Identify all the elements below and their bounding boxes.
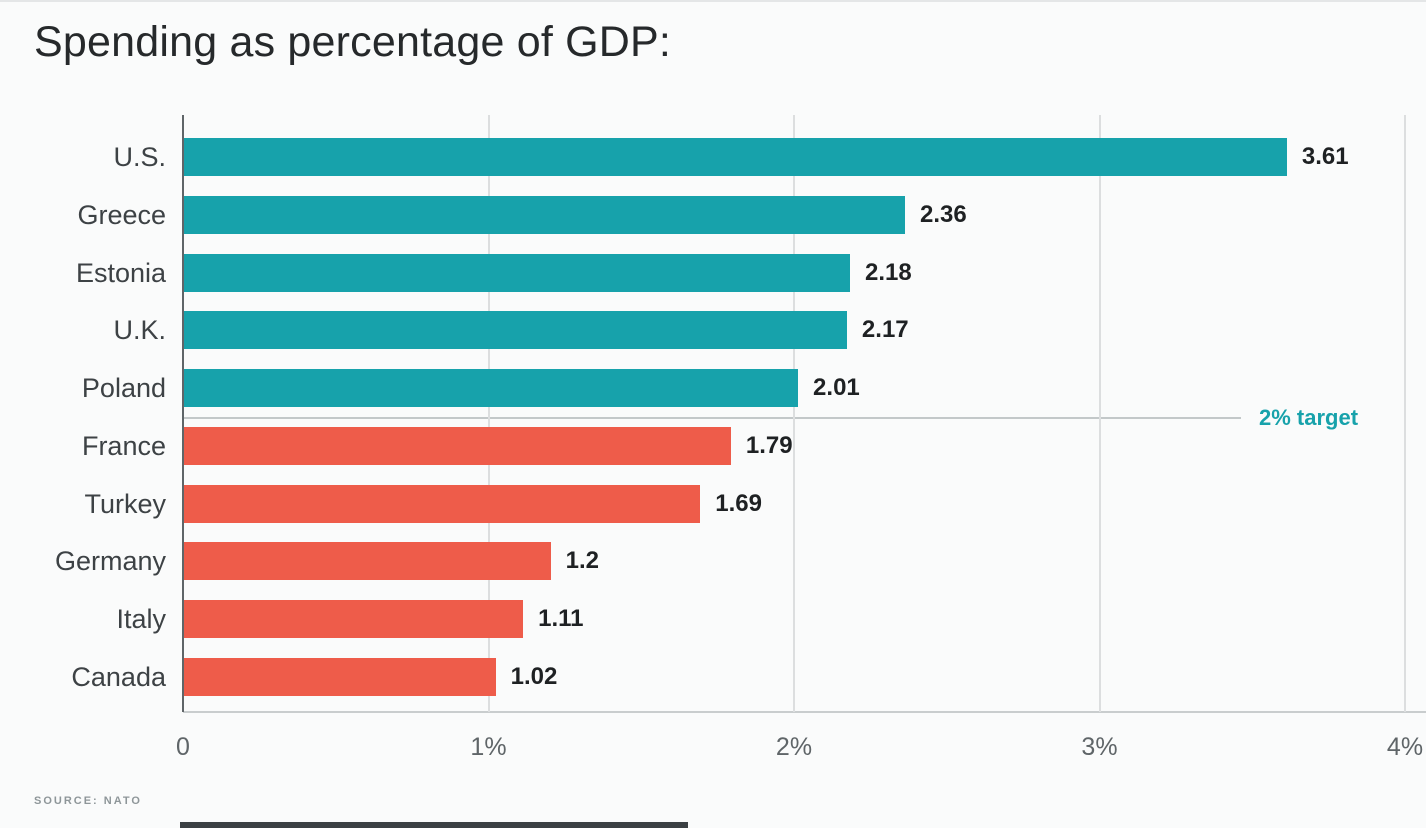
category-label: Canada — [71, 661, 166, 692]
value-label: 1.69 — [715, 489, 762, 517]
bar-uk — [184, 311, 847, 350]
category-label: Greece — [77, 199, 166, 230]
gridline — [793, 115, 795, 712]
bar-germany — [184, 542, 551, 581]
top-divider — [0, 0, 1426, 2]
bar-turkey — [184, 484, 701, 523]
target-line — [183, 417, 1241, 419]
category-label: Germany — [54, 546, 166, 577]
category-label: U.S. — [113, 142, 166, 172]
value-label: 1.02 — [510, 662, 558, 690]
value-label: 2.17 — [861, 316, 909, 344]
bar-france — [184, 426, 731, 465]
x-tick: 4% — [1386, 733, 1424, 761]
bar-greece — [184, 195, 905, 234]
bar-estonia — [184, 253, 850, 292]
value-label: 2.18 — [864, 258, 912, 286]
bar-canada — [184, 657, 496, 696]
category-label: Turkey — [84, 488, 166, 519]
plot-area: 2% target 3.61 2.36 2.18 2.17 2.01 1.79 1.69 1.… — [182, 115, 1426, 713]
x-axis-baseline — [183, 711, 1426, 713]
target-label: 2% target — [1259, 405, 1359, 430]
value-label: 1.11 — [538, 605, 584, 632]
category-label: Poland — [81, 373, 166, 403]
x-tick: 0 — [176, 733, 190, 761]
gridline — [487, 115, 490, 712]
value-label: 1.79 — [745, 431, 793, 459]
x-tick: 2% — [775, 733, 813, 761]
value-label: 3.61 — [1301, 143, 1349, 170]
bar-us — [184, 138, 1287, 176]
bar-poland — [184, 369, 799, 407]
gridline — [1098, 115, 1101, 712]
gridline — [1404, 115, 1406, 712]
bar-italy — [184, 600, 524, 638]
chart-title: Spending as percentage of GDP: — [34, 18, 672, 66]
progress-scrubber — [180, 822, 688, 828]
category-label: Italy — [116, 604, 166, 634]
value-label: 2.01 — [813, 374, 860, 401]
x-tick: 1% — [470, 733, 507, 761]
category-label: Estonia — [75, 257, 166, 288]
x-tick: 3% — [1081, 733, 1118, 761]
category-label: France — [81, 430, 166, 461]
value-label: 2.36 — [919, 200, 967, 228]
source-credit: SOURCE: NATO — [34, 795, 142, 807]
y-axis-line — [182, 115, 184, 712]
value-label: 1.2 — [565, 547, 599, 575]
category-label: U.K. — [113, 315, 166, 346]
